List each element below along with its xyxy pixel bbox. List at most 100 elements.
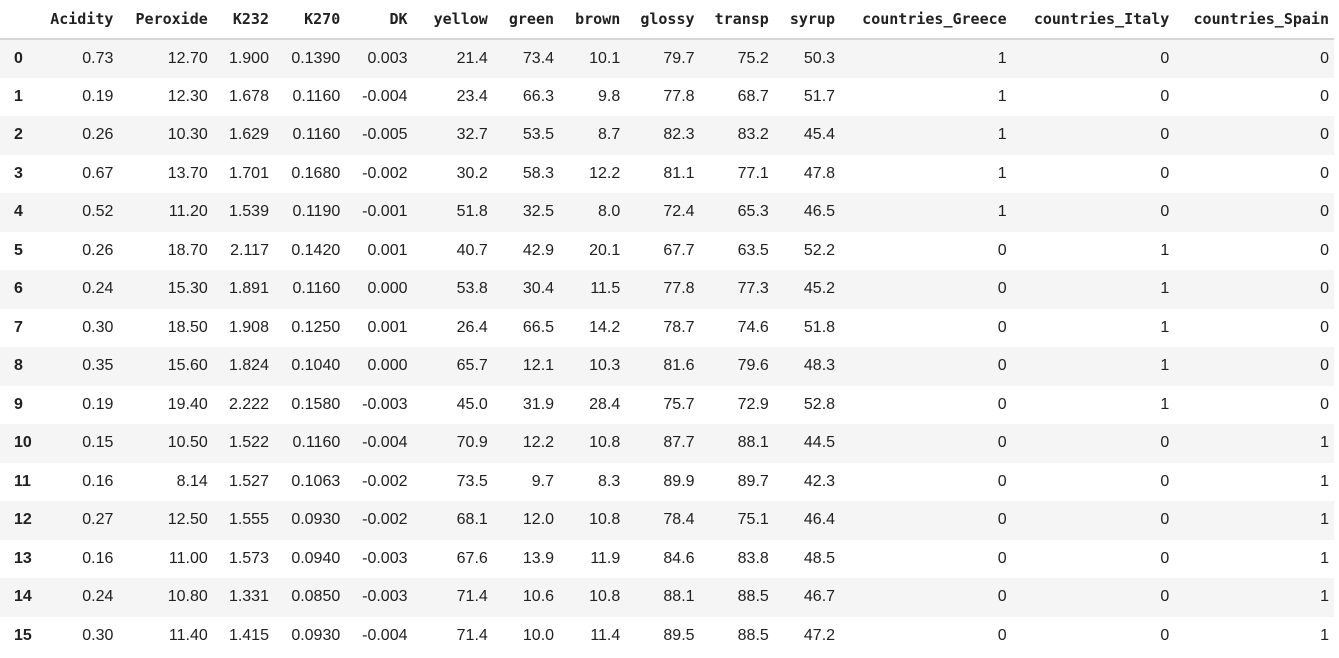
table-cell: 1 xyxy=(997,164,1007,182)
table-cell: 0.30 xyxy=(82,318,114,336)
table-cell: 77.8 xyxy=(663,280,695,298)
table-cell: 11.40 xyxy=(168,626,208,644)
table-cell: 0.1040 xyxy=(291,357,341,375)
table-cell: 0.000 xyxy=(367,357,408,375)
table-cell: 75.2 xyxy=(737,49,769,67)
table-cell: 66.3 xyxy=(522,87,555,105)
row-index: 3 xyxy=(14,164,23,182)
table-cell: 0.001 xyxy=(367,241,408,259)
column-header: brown xyxy=(559,0,626,40)
column-header: Acidity xyxy=(40,0,119,40)
table-cell: 1 xyxy=(1160,395,1170,413)
table-cell: 0.1680 xyxy=(291,164,341,182)
table-cell: 0.0930 xyxy=(291,511,341,529)
table-cell: 1.527 xyxy=(228,472,269,490)
table-cell: 65.7 xyxy=(456,357,488,375)
table-cell: 75.1 xyxy=(737,511,769,529)
column-header: K232 xyxy=(212,0,274,40)
table-cell: 52.2 xyxy=(803,241,836,259)
table-cell: 1 xyxy=(997,87,1007,105)
table-cell: -0.002 xyxy=(362,511,408,529)
table-cell: 2.222 xyxy=(228,395,269,413)
table-cell: 0.24 xyxy=(82,588,114,606)
table-cell: -0.005 xyxy=(362,126,408,144)
table-cell: 8.3 xyxy=(598,472,621,490)
row-index: 7 xyxy=(14,318,23,336)
table-cell: 51.7 xyxy=(803,87,836,105)
table-cell: -0.001 xyxy=(362,203,408,221)
table-cell: 1 xyxy=(1160,318,1170,336)
table-cell: 73.5 xyxy=(456,472,488,490)
table-cell: 88.5 xyxy=(737,626,769,644)
table-cell: 10.8 xyxy=(589,588,621,606)
table-cell: 42.9 xyxy=(522,241,555,259)
table-cell: 53.8 xyxy=(456,280,488,298)
table-row: 15 0.30 11.40 1.415 0.0930 -0.004 71.4 10.0 11.4… xyxy=(0,616,1334,655)
table-cell: 0 xyxy=(997,318,1007,336)
table-cell: 81.6 xyxy=(663,357,695,375)
table-cell: 42.3 xyxy=(803,472,836,490)
table-cell: 83.8 xyxy=(737,549,769,567)
table-cell: 0.1160 xyxy=(292,126,341,144)
table-cell: 18.70 xyxy=(167,241,208,259)
table-row: 6 0.24 15.30 1.891 0.1160 0.000 53.8 30.4 11.5 77… xyxy=(0,270,1334,309)
table-cell: 1.678 xyxy=(228,87,269,105)
table-cell: 0.35 xyxy=(82,357,114,375)
table-cell: 1 xyxy=(997,49,1007,67)
table-cell: -0.003 xyxy=(362,549,408,567)
table-cell: 18.50 xyxy=(167,318,208,336)
table-row: 1 0.19 12.30 1.678 0.1160 -0.004 23.4 66.3 9.8 77… xyxy=(0,77,1334,116)
row-index: 9 xyxy=(14,395,23,413)
table-cell: 58.3 xyxy=(522,164,555,182)
table-cell: 1 xyxy=(1160,241,1170,259)
table-cell: 73.4 xyxy=(522,49,555,67)
table-cell: 1 xyxy=(1320,626,1329,644)
table-cell: 12.1 xyxy=(522,357,555,375)
table-cell: 0.24 xyxy=(82,280,114,298)
table-cell: 0.1250 xyxy=(291,318,341,336)
table-row: 4 0.52 11.20 1.539 0.1190 -0.001 51.8 32.5 8.0 72… xyxy=(0,193,1334,232)
table-cell: 32.7 xyxy=(456,126,488,144)
table-cell: 71.4 xyxy=(456,626,488,644)
table-cell: 1 xyxy=(997,126,1007,144)
table-cell: 0 xyxy=(1320,395,1329,413)
table-cell: 40.7 xyxy=(456,241,488,259)
table-cell: 89.9 xyxy=(663,472,695,490)
row-index: 14 xyxy=(14,588,32,606)
table-row: 2 0.26 10.30 1.629 0.1160 -0.005 32.7 53.5 8.7 82… xyxy=(0,116,1334,155)
table-cell: 0.19 xyxy=(82,87,114,105)
table-cell: 0.1580 xyxy=(291,395,341,413)
table-cell: 0.1160 xyxy=(292,280,341,298)
table-row: 0 0.73 12.70 1.900 0.1390 0.003 21.4 73.4 10.1 79… xyxy=(0,39,1334,78)
table-cell: 48.5 xyxy=(803,549,836,567)
column-header: countries_Spain xyxy=(1174,0,1334,40)
table-cell: 9.7 xyxy=(531,472,555,490)
table-row: 7 0.30 18.50 1.908 0.1250 0.001 26.4 66.5 14.2 78… xyxy=(0,308,1334,347)
table-cell: 75.7 xyxy=(663,395,695,413)
table-cell: 47.2 xyxy=(803,626,836,644)
table-cell: 84.6 xyxy=(663,549,695,567)
column-header: K270 xyxy=(273,0,346,40)
table-cell: 46.7 xyxy=(803,588,836,606)
table-cell: 50.3 xyxy=(803,49,836,67)
table-cell: 0 xyxy=(997,626,1007,644)
table-cell: 1 xyxy=(1320,588,1329,606)
table-cell: 66.5 xyxy=(522,318,555,336)
table-cell: 77.8 xyxy=(663,87,695,105)
row-index: 6 xyxy=(14,280,23,298)
table-cell: 20.1 xyxy=(589,241,621,259)
table-cell: 28.4 xyxy=(589,395,621,413)
table-cell: 0.1190 xyxy=(292,203,341,221)
table-cell: 0.1390 xyxy=(291,49,341,67)
column-header: countries_Greece xyxy=(840,0,1012,40)
table-cell: 8.0 xyxy=(598,203,621,221)
table-cell: 78.7 xyxy=(663,318,695,336)
table-cell: 0 xyxy=(1320,357,1329,375)
table-cell: 79.6 xyxy=(737,357,769,375)
table-cell: 0 xyxy=(1320,203,1329,221)
table-cell: 10.50 xyxy=(167,434,208,452)
table-cell: 0 xyxy=(997,511,1007,529)
table-cell: 10.8 xyxy=(589,511,621,529)
table-cell: 87.7 xyxy=(663,434,695,452)
table-cell: 45.2 xyxy=(803,280,836,298)
